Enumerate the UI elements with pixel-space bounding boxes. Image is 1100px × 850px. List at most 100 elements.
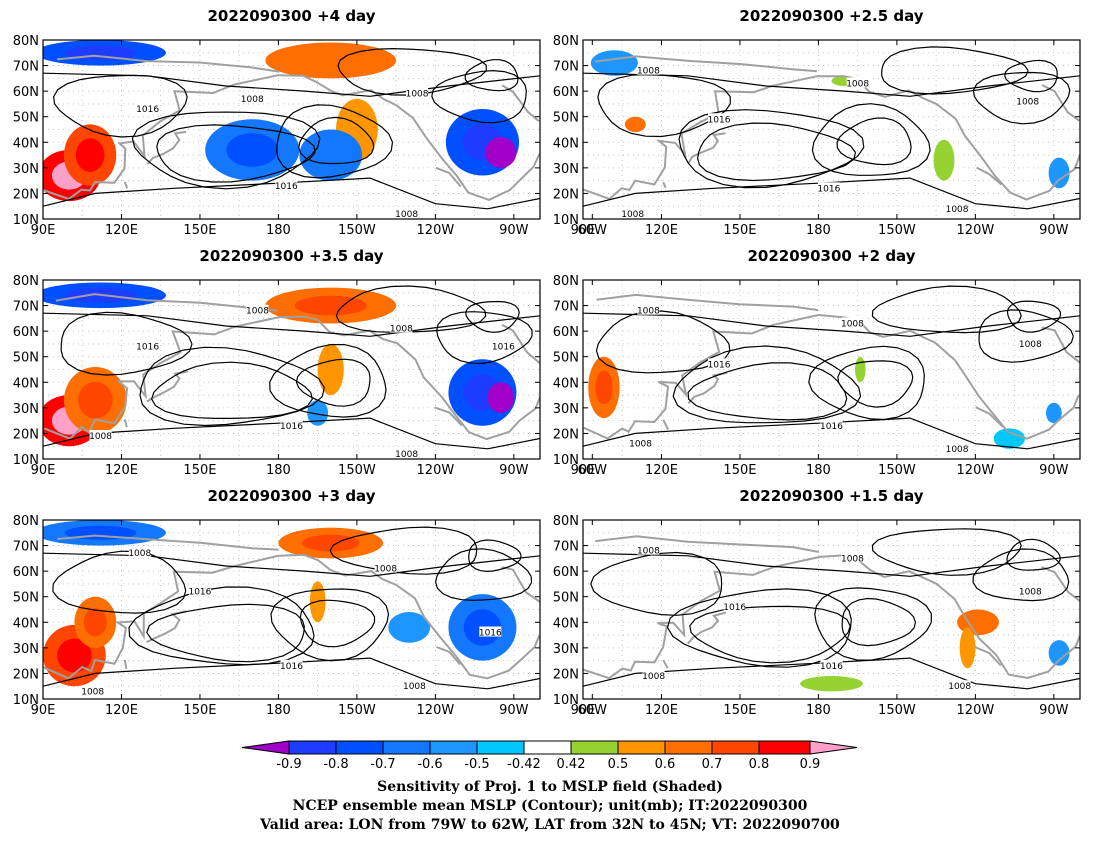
contour-label-bg: [406, 87, 429, 98]
mslp-contour: [431, 69, 527, 124]
mslp-contour: [666, 588, 852, 668]
contour-label-bg: [479, 626, 502, 637]
y-tick-label: 30N: [13, 402, 39, 417]
contour-label-bg: [841, 552, 864, 563]
sensitivity-core: [595, 370, 613, 405]
x-tick-label: 120W: [957, 703, 995, 718]
contour-label-bg: [395, 207, 418, 218]
panel-title: 2022090300 +2.5 day: [739, 7, 923, 25]
contour-label-bg: [246, 304, 269, 315]
colorbar-tick-label: -0.8: [323, 757, 348, 772]
coastline: [662, 181, 667, 189]
mslp-contour: [335, 285, 487, 333]
mslp-contour: [583, 72, 1080, 97]
coastline: [975, 406, 1004, 428]
coastline: [123, 181, 129, 189]
x-tick-label: 150W: [338, 223, 376, 238]
contour-label: 1008: [246, 307, 269, 317]
coastline: [583, 554, 1080, 680]
contour-label-bg: [1019, 585, 1042, 596]
y-tick-label: 50N: [13, 591, 39, 606]
panel-frame: [582, 39, 1081, 220]
colorbar-cell: [523, 740, 572, 755]
contour-label-bg: [136, 340, 159, 351]
sensitivity-core: [492, 144, 510, 161]
mslp-contour: [881, 46, 1029, 95]
colorbar-cell: [570, 740, 619, 755]
mslp-contour: [583, 552, 1080, 577]
mslp-contour: [299, 599, 376, 648]
mslp-contour: [43, 657, 540, 690]
contour-label-bg: [820, 419, 843, 430]
coastline: [662, 419, 669, 430]
y-tick-label: 20N: [13, 427, 39, 442]
y-tick-label: 50N: [13, 351, 39, 366]
coastline: [1041, 566, 1080, 603]
x-tick-label: 180: [266, 703, 291, 718]
mslp-contour: [978, 309, 1074, 363]
x-tick-label: 150E: [183, 223, 216, 238]
coastline: [974, 645, 1002, 667]
contour-label-bg: [642, 669, 665, 680]
mslp-contour: [814, 587, 932, 661]
contour-label-bg: [820, 659, 843, 670]
colorbar-tick-label: -0.42: [507, 757, 541, 772]
y-tick-label: 30N: [553, 162, 579, 177]
panel-3: 1008 1008 1016 1016 1008 1016 1008 2022090300 +…: [13, 247, 607, 478]
panel-frame: [42, 39, 541, 220]
mslp-contour: [972, 71, 1071, 125]
y-tick-label: 10N: [553, 213, 579, 228]
x-tick-label: 120W: [417, 703, 455, 718]
contour-label: 1008: [1019, 588, 1042, 598]
y-tick-label: 50N: [553, 351, 579, 366]
mslp-contour: [583, 417, 1080, 450]
y-tick-label: 80N: [553, 274, 579, 289]
coastline: [146, 130, 187, 165]
y-tick-label: 70N: [13, 300, 39, 315]
y-tick-label: 60N: [553, 565, 579, 580]
x-tick-label: 90E: [571, 703, 596, 718]
sensitivity-core: [226, 133, 279, 167]
contour-label: 1016: [136, 105, 159, 115]
colorbar: -0.9 -0.8 -0.7 -0.6 -0.5 -0.42 0.42 0.5 0.6 0.7 0.…: [241, 740, 858, 772]
x-tick-label: 180: [266, 223, 291, 238]
x-tick-label: 180: [266, 463, 291, 478]
colorbar-cell: [382, 740, 431, 755]
mslp-contour: [595, 310, 731, 374]
panel-6: 1008 1008 1008 1016 1016 1008 1008 2022090300 +…: [553, 487, 1081, 718]
y-tick-label: 20N: [13, 667, 39, 682]
coastline: [146, 610, 187, 644]
sensitivity-area: [307, 400, 329, 426]
contour-label: 1008: [81, 687, 104, 697]
x-tick-label: 90W: [499, 463, 529, 478]
coastline: [43, 74, 540, 201]
x-tick-label: 150W: [878, 703, 916, 718]
mslp-contour: [871, 285, 1022, 334]
x-tick-label: 90E: [571, 463, 596, 478]
x-tick-label: 90E: [31, 223, 56, 238]
contour-label: 1016: [723, 603, 746, 613]
contour-label: 1008: [841, 319, 864, 329]
panel-title: 2022090300 +2 day: [748, 247, 916, 265]
sensitivity-area: [993, 428, 1026, 449]
x-tick-label: 90E: [31, 463, 56, 478]
y-tick-label: 30N: [13, 642, 39, 657]
sensitivity-core: [83, 608, 107, 637]
coastline: [594, 55, 817, 73]
colorbar-cell: [288, 740, 337, 755]
x-tick-label: 150W: [878, 223, 916, 238]
contour-label-bg: [841, 317, 864, 328]
x-tick-label: 150E: [723, 463, 756, 478]
contour-label: 1008: [841, 554, 864, 564]
mslp-contour: [672, 345, 862, 424]
contour-label: 1016: [708, 360, 731, 370]
contour-label: 1008: [846, 79, 869, 89]
colorbar-tick-label: 0.9: [800, 757, 821, 772]
sensitivity-area: [388, 612, 431, 643]
y-tick-label: 40N: [553, 616, 579, 631]
mslp-contour: [1004, 59, 1058, 93]
coastline: [123, 419, 128, 428]
y-tick-label: 70N: [553, 60, 579, 75]
coastline: [687, 611, 727, 645]
contour-label-bg: [280, 419, 303, 430]
